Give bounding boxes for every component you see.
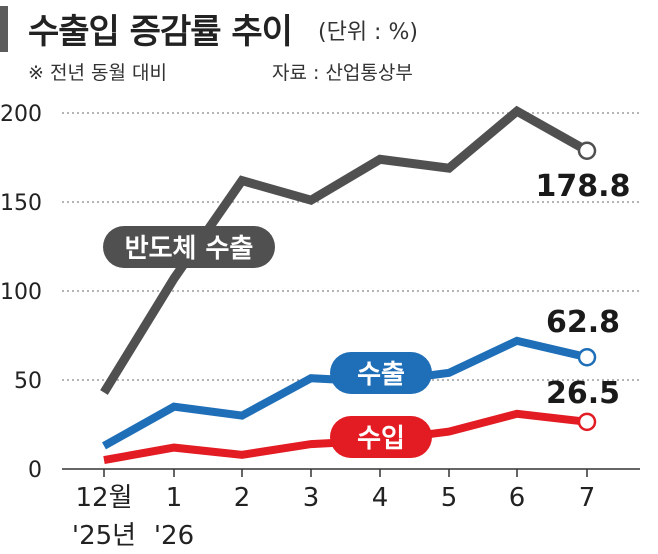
x-tick-label: 3: [303, 483, 320, 513]
imports-end-value-label: 26.5: [546, 376, 620, 411]
y-tick-label: 100: [0, 280, 42, 305]
unit-label: (단위 : %): [318, 20, 418, 45]
semiconductor-end-value-label: 178.8: [536, 169, 631, 204]
y-tick-label: 200: [0, 102, 42, 127]
imports-series-label: 수입: [357, 424, 405, 454]
imports-series-badge: [330, 416, 432, 458]
x-tick-sublabel: '25년: [72, 521, 136, 551]
exports-end-value-label: 62.8: [546, 305, 620, 340]
x-tick-label: 6: [509, 483, 526, 513]
x-tick-label: 2: [234, 483, 251, 513]
comparison-note: ※ 전년 동월 대비: [28, 62, 167, 84]
y-tick-label: 50: [14, 369, 42, 394]
exports-series-label: 수출: [357, 360, 405, 390]
x-tick-label: 4: [372, 483, 389, 513]
exports-series-badge: [330, 352, 432, 394]
x-tick-label: 5: [441, 483, 458, 513]
x-tick-label: 12월: [75, 483, 132, 513]
title-accent-bar: [0, 6, 8, 52]
source-label: 자료 : 산업통상부: [272, 62, 413, 84]
semiconductor-series-badge: [103, 226, 275, 268]
semiconductor-end-marker: [577, 141, 597, 160]
chart-title: 수출입 증감률 추이: [28, 12, 293, 52]
x-tick-sublabel: '26: [154, 521, 194, 551]
semiconductor-series-label: 반도체 수출: [125, 234, 254, 264]
y-tick-label: 0: [28, 458, 42, 483]
x-tick-label: 7: [579, 483, 596, 513]
imports-end-marker: [577, 412, 597, 432]
exports-end-marker: [577, 347, 597, 367]
x-tick-label: 1: [166, 483, 183, 513]
y-tick-label: 150: [0, 191, 42, 216]
